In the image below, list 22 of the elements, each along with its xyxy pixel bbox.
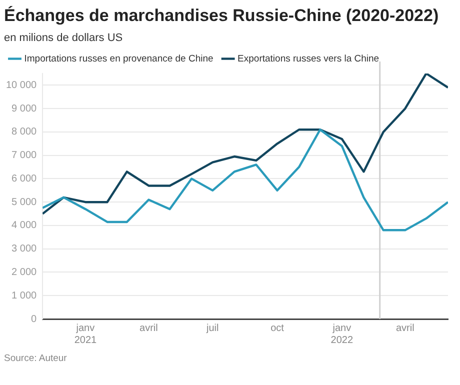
y-tick-label: 4 000 [12, 220, 38, 232]
y-tick-label: 8 000 [12, 126, 38, 138]
y-tick-label: 2 000 [12, 266, 38, 278]
y-tick-label: 9 000 [12, 103, 38, 114]
x-tick-label: janv 2022 [330, 322, 354, 346]
legend-label: Exportations russes vers la Chine [238, 53, 380, 64]
y-tick-label: 7 000 [12, 150, 38, 162]
x-tick-label: avril [140, 322, 158, 334]
chart-title: Échanges de marchandises Russie-Chine (2020-2022) [4, 6, 440, 26]
x-tick-label: oct [270, 322, 284, 334]
x-tick-label: avril [396, 322, 414, 334]
y-tick-label: 3 000 [12, 244, 38, 255]
legend-label: Importations russes en provenance de Chine [24, 53, 214, 64]
x-tick-label: juil [206, 322, 219, 334]
y-tick-label: 5 000 [12, 196, 38, 208]
x-tick-label: janv 2021 [74, 322, 98, 346]
y-tick-label: 1 000 [12, 290, 38, 302]
y-tick-label: 10 000 [6, 80, 38, 91]
y-tick-label: 6 000 [12, 173, 38, 184]
y-tick-label: 0 [31, 314, 38, 325]
source-note: Source: Auteur [4, 353, 68, 364]
chart-subtitle: en milions de dollars US [4, 32, 124, 44]
